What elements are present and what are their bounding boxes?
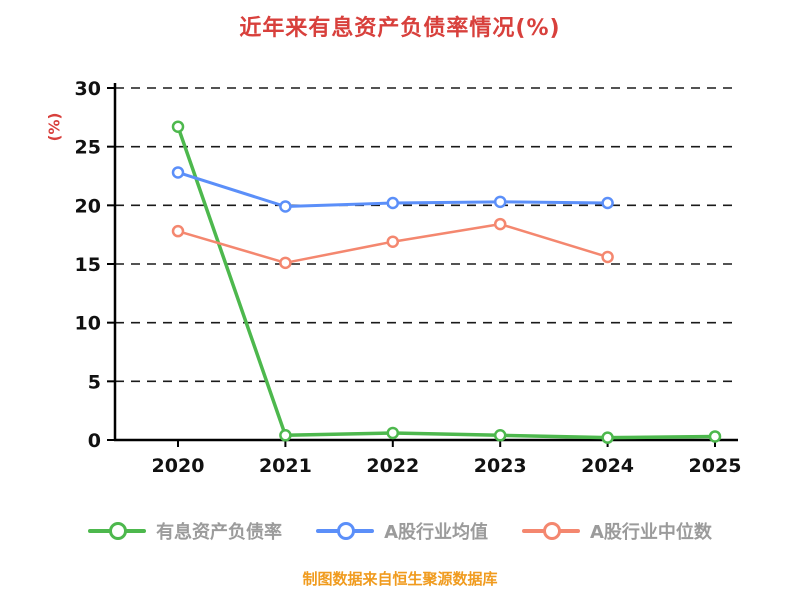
svg-text:2023: 2023 — [474, 455, 527, 477]
svg-text:2021: 2021 — [259, 455, 312, 477]
svg-text:2024: 2024 — [581, 455, 634, 477]
legend-item-series1: 有息资产负债率 — [88, 518, 282, 544]
legend-label: A股行业均值 — [384, 522, 488, 543]
legend-circle-icon — [337, 522, 356, 540]
legend: 有息资产负债率 A股行业均值 A股行业中位数 — [0, 518, 800, 544]
legend-marker-blue — [316, 521, 375, 541]
svg-text:30: 30 — [75, 78, 101, 100]
y-axis-label: (%) — [45, 112, 64, 142]
legend-label: 有息资产负债率 — [156, 522, 283, 543]
svg-text:10: 10 — [75, 313, 101, 335]
legend-circle-icon — [543, 522, 561, 540]
svg-text:5: 5 — [88, 371, 101, 393]
legend-marker-green — [88, 521, 147, 541]
svg-text:2025: 2025 — [689, 455, 742, 477]
chart-title: 近年来有息资产负债率情况(%) — [239, 16, 561, 41]
svg-text:20: 20 — [75, 195, 101, 217]
legend-label: A股行业中位数 — [590, 522, 712, 543]
source-note: 制图数据来自恒生聚源数据库 — [302, 570, 498, 588]
svg-text:0: 0 — [88, 430, 101, 452]
svg-text:2022: 2022 — [366, 455, 419, 477]
legend-item-series2: A股行业均值 — [316, 518, 488, 544]
legend-marker-orange — [522, 521, 580, 541]
legend-circle-icon — [109, 522, 128, 540]
svg-text:2020: 2020 — [152, 455, 205, 477]
legend-item-series3: A股行业中位数 — [522, 518, 712, 544]
svg-text:25: 25 — [75, 137, 101, 159]
svg-text:15: 15 — [75, 254, 101, 276]
